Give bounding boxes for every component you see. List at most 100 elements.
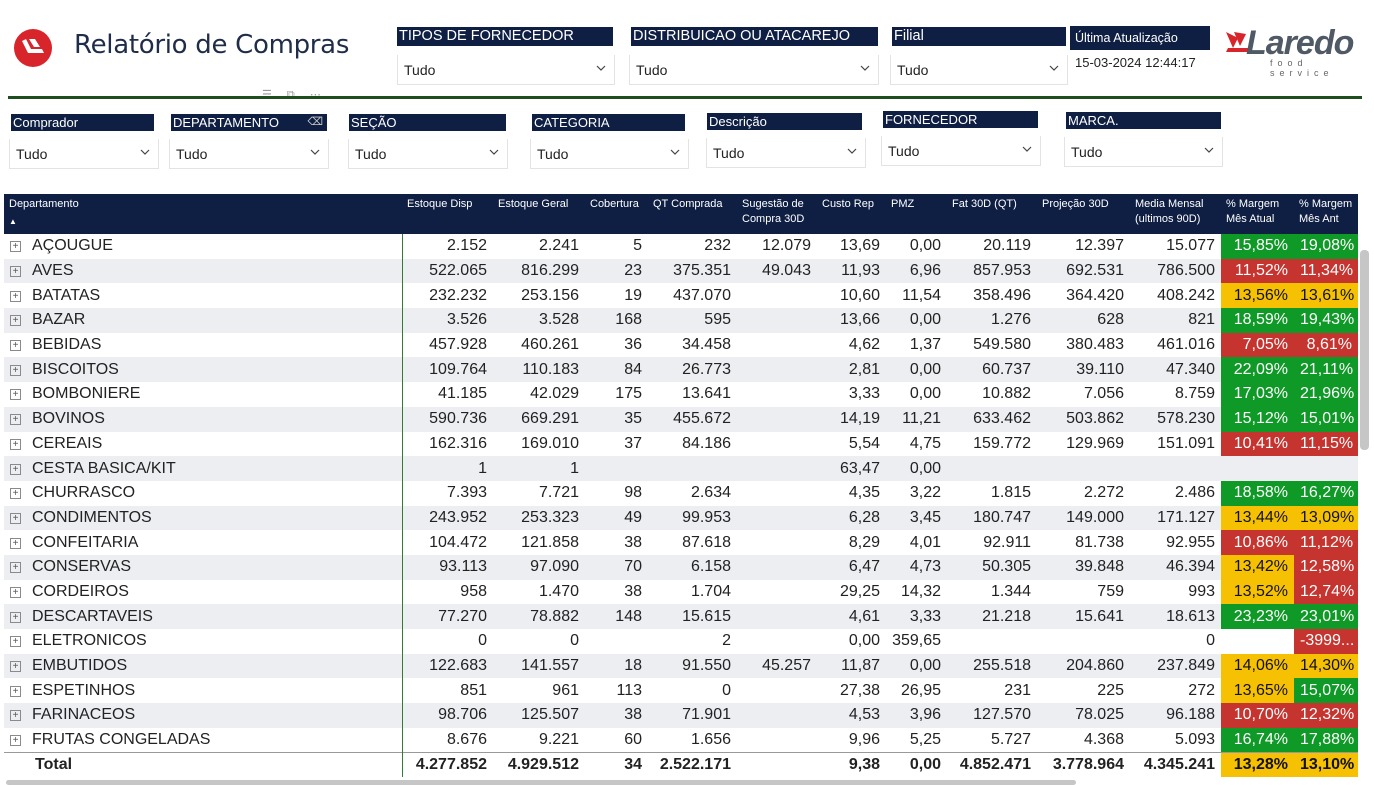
table-row[interactable]: + FARINACEOS 98.706 125.507 38 71.901 4,53 3,96… bbox=[4, 703, 1358, 728]
value-cell: 857.953 bbox=[947, 258, 1037, 284]
column-header[interactable]: Departamento ▲ bbox=[4, 194, 402, 234]
value-cell bbox=[648, 456, 737, 481]
expand-plus-icon[interactable]: + bbox=[10, 290, 21, 302]
value-cell: 628 bbox=[1037, 308, 1130, 333]
horizontal-scrollbar[interactable] bbox=[6, 780, 1076, 785]
column-header[interactable]: Projeção 30D bbox=[1037, 194, 1130, 234]
expand-plus-icon[interactable]: + bbox=[10, 734, 21, 746]
expand-plus-icon[interactable]: + bbox=[10, 562, 21, 574]
eraser-icon[interactable]: ⌫ bbox=[307, 116, 323, 128]
filter-fornecedor[interactable]: Tudo bbox=[881, 136, 1041, 166]
chevron-down-icon bbox=[140, 149, 150, 155]
table-row[interactable]: + CHURRASCO 7.393 7.721 98 2.634 4,35 3,22 1.815… bbox=[4, 480, 1358, 506]
table-row[interactable]: + AVES 522.065 816.299 23 375.351 49.043 11,93 6… bbox=[4, 258, 1358, 284]
expand-plus-icon[interactable]: + bbox=[10, 661, 21, 673]
department-name: EMBUTIDOS bbox=[32, 657, 128, 675]
expand-plus-icon[interactable]: + bbox=[10, 463, 21, 475]
table-row[interactable]: + BOMBONIERE 41.185 42.029 175 13.641 3,33 0,00… bbox=[4, 382, 1358, 407]
value-cell: 359,65 bbox=[886, 629, 947, 654]
expand-plus-icon[interactable]: + bbox=[10, 685, 21, 697]
filter-secao[interactable]: Tudo bbox=[348, 139, 508, 169]
value-cell: 5,54 bbox=[817, 431, 886, 457]
filter-comprador[interactable]: Tudo bbox=[9, 139, 159, 169]
table-row[interactable]: + CONDIMENTOS 243.952 253.323 49 99.953 6,28 3,… bbox=[4, 505, 1358, 531]
department-name: CEREAIS bbox=[32, 434, 103, 452]
value-cell: 7.721 bbox=[493, 480, 585, 506]
margin-cell: 17,03% bbox=[1221, 382, 1294, 407]
value-cell: 121.858 bbox=[493, 530, 585, 555]
expand-plus-icon[interactable]: + bbox=[10, 414, 21, 426]
value-cell: 98.706 bbox=[402, 703, 493, 728]
margin-cell: 15,85% bbox=[1221, 234, 1294, 259]
table-row[interactable]: + CORDEIROS 958 1.470 38 1.704 29,25 14,32 1.344… bbox=[4, 579, 1358, 605]
column-header[interactable]: Cobertura bbox=[585, 194, 648, 234]
column-header[interactable]: % Margem Mês Atual bbox=[1221, 194, 1294, 234]
expand-plus-icon[interactable]: + bbox=[10, 586, 21, 598]
slicer-value: Tudo bbox=[636, 62, 668, 78]
value-cell: 98 bbox=[585, 480, 648, 506]
total-row[interactable]: Total 4.277.852 4.929.512 34 2.522.171 9,38 0,… bbox=[4, 751, 1358, 778]
table-row[interactable]: + CEREAIS 162.316 169.010 37 84.186 5,54 4,75 15… bbox=[4, 431, 1358, 457]
filter-marca[interactable]: Tudo bbox=[1064, 137, 1223, 167]
table-row[interactable]: + BAZAR 3.526 3.528 168 595 13,66 0,00 1.276 628 8… bbox=[4, 308, 1358, 333]
value-cell: 4.929.512 bbox=[493, 751, 585, 778]
expand-plus-icon[interactable]: + bbox=[10, 636, 21, 648]
table-row[interactable]: + FRUTAS CONGELADAS 8.676 9.221 60 1.656 9,96 5… bbox=[4, 727, 1358, 753]
visual-header-icons[interactable]: ☰ ⧉ ⋯ bbox=[262, 89, 327, 101]
table-row[interactable]: + EMBUTIDOS 122.683 141.557 18 91.550 45.257 11… bbox=[4, 653, 1358, 679]
filter-descricao[interactable]: Tudo bbox=[706, 138, 866, 168]
slicer-tipos-fornecedor[interactable]: Tudo bbox=[397, 55, 615, 85]
margin-cell: 12,58% bbox=[1294, 554, 1358, 580]
margin-cell: 21,96% bbox=[1294, 382, 1358, 407]
sort-ascending-icon[interactable]: ▲ bbox=[9, 217, 17, 226]
slicer-distribuicao[interactable]: Tudo bbox=[629, 55, 879, 85]
table-row[interactable]: + CONSERVAS 93.113 97.090 70 6.158 6,47 4,73 50.… bbox=[4, 554, 1358, 580]
table-row[interactable]: + AÇOUGUE 2.152 2.241 5 232 12.079 13,69 0,00 20.… bbox=[4, 234, 1358, 259]
value-cell: 4,61 bbox=[817, 604, 886, 629]
slicer-filial[interactable]: Tudo bbox=[890, 55, 1068, 85]
expand-plus-icon[interactable]: + bbox=[10, 315, 21, 327]
expand-plus-icon[interactable]: + bbox=[10, 340, 21, 352]
expand-plus-icon[interactable]: + bbox=[10, 438, 21, 450]
column-header[interactable]: Estoque Disp bbox=[402, 194, 493, 234]
column-header[interactable]: PMZ bbox=[886, 194, 947, 234]
column-header[interactable]: % Margem Mês Ant bbox=[1294, 194, 1358, 234]
expand-plus-icon[interactable]: + bbox=[10, 710, 21, 722]
column-header[interactable]: Estoque Geral bbox=[493, 194, 585, 234]
column-header[interactable]: QT Comprada bbox=[648, 194, 737, 234]
column-header[interactable]: Media Mensal (ultimos 90D) bbox=[1130, 194, 1221, 234]
table-row[interactable]: + CONFEITARIA 104.472 121.858 38 87.618 8,29 4,… bbox=[4, 530, 1358, 555]
filter-categoria[interactable]: Tudo bbox=[530, 139, 689, 169]
table-row[interactable]: + BATATAS 232.232 253.156 19 437.070 10,60 11,5… bbox=[4, 283, 1358, 309]
expand-plus-icon[interactable]: + bbox=[10, 537, 21, 549]
department-name: FARINACEOS bbox=[32, 706, 136, 724]
table-row[interactable]: + BOVINOS 590.736 669.291 35 455.672 14,19 11,2… bbox=[4, 406, 1358, 432]
chevron-down-icon bbox=[596, 65, 606, 71]
table-row[interactable]: + BISCOITOS 109.764 110.183 84 26.773 2,81 0,00… bbox=[4, 357, 1358, 383]
value-cell: 60.737 bbox=[947, 357, 1037, 383]
value-cell: 993 bbox=[1130, 579, 1221, 605]
expand-plus-icon[interactable]: + bbox=[10, 389, 21, 401]
table-row[interactable]: + BEBIDAS 457.928 460.261 36 34.458 4,62 1,37 54… bbox=[4, 332, 1358, 358]
expand-plus-icon[interactable]: + bbox=[10, 364, 21, 376]
expand-plus-icon[interactable]: + bbox=[10, 488, 21, 500]
column-header[interactable]: Custo Rep bbox=[817, 194, 886, 234]
department-cell: + BAZAR bbox=[4, 308, 403, 333]
table-row[interactable]: + DESCARTAVEIS 77.270 78.882 148 15.615 4,61 3,… bbox=[4, 604, 1358, 629]
column-header[interactable]: Fat 30D (QT) bbox=[947, 194, 1037, 234]
margin-cell: 14,30% bbox=[1294, 653, 1358, 679]
value-cell: 27,38 bbox=[817, 678, 886, 704]
table-row[interactable]: + ESPETINHOS 851 961 113 0 27,38 26,95 231 225 272… bbox=[4, 678, 1358, 704]
column-header[interactable]: Sugestão de Compra 30D bbox=[737, 194, 817, 234]
table-row[interactable]: + ELETRONICOS 0 0 2 0,00 359,65 0 -3999... bbox=[4, 629, 1358, 654]
table-row[interactable]: + CESTA BASICA/KIT 1 1 63,47 0,00 bbox=[4, 456, 1358, 481]
value-cell: 5 bbox=[585, 234, 648, 259]
expand-plus-icon[interactable]: + bbox=[10, 611, 21, 623]
value-cell: 34 bbox=[585, 751, 648, 778]
filter-departamento[interactable]: Tudo bbox=[169, 139, 329, 169]
expand-plus-icon[interactable]: + bbox=[10, 241, 21, 253]
vertical-scrollbar[interactable] bbox=[1360, 250, 1369, 450]
expand-plus-icon[interactable]: + bbox=[10, 266, 21, 278]
value-cell: 4,53 bbox=[817, 703, 886, 728]
expand-plus-icon[interactable]: + bbox=[10, 512, 21, 524]
